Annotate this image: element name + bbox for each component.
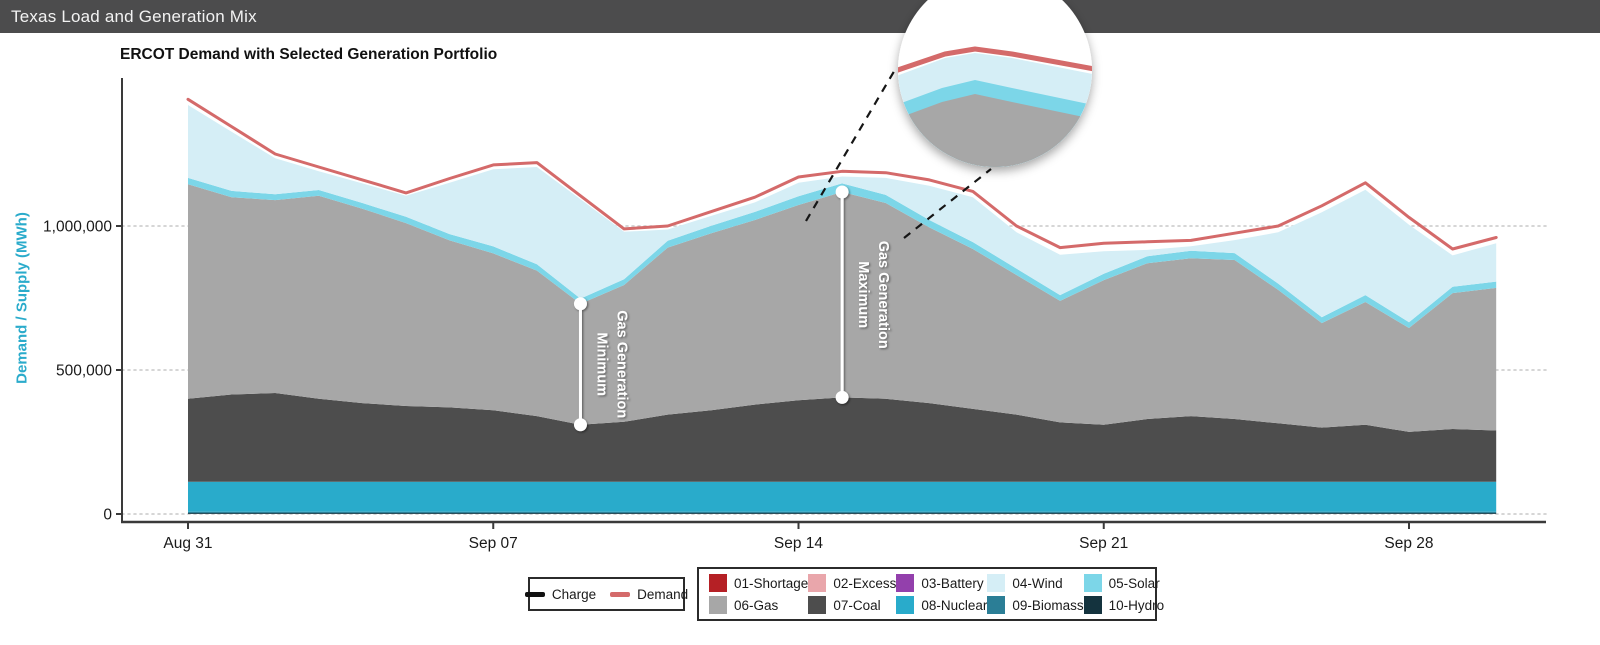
y-tick-label: 0	[103, 507, 112, 524]
legend-line-swatch	[524, 591, 545, 597]
legend-generation-grid: 01-Shortage 02-Excess 03-Battery 04-Wind 05-…	[699, 570, 1164, 618]
magnifier-connector-line	[903, 168, 992, 239]
x-tick-label: Sep 14	[774, 535, 824, 552]
legend-color-swatch	[1083, 596, 1102, 614]
legend-generation-types: 01-Shortage 02-Excess 03-Battery 04-Wind 05-…	[697, 567, 1164, 621]
legend-label: 02-Excess	[833, 575, 897, 591]
chart-title: ERCOT Demand with Selected Generation Po…	[120, 46, 498, 63]
legend-label: 03-Battery	[921, 575, 984, 591]
legend-item-07-coal: 07-Coal	[808, 596, 896, 614]
legend-label: 06-Gas	[734, 597, 779, 613]
area-coal	[188, 393, 1497, 482]
legend-item-01-shortage: 01-Shortage	[709, 574, 808, 592]
legend-line-swatch	[610, 591, 631, 597]
line-demand	[186, 97, 1498, 251]
x-tick-label: Aug 31	[163, 535, 212, 552]
x-tick-label: Sep 07	[469, 535, 518, 552]
y-tick-label: 1,000,000	[43, 219, 112, 236]
legend-color-swatch	[987, 596, 1006, 614]
legend-color-swatch	[709, 596, 727, 614]
legend-item-06-gas: 06-Gas	[709, 596, 808, 614]
inset-demand-line	[898, 46, 1092, 77]
legend-item-05-solar: 05-Solar	[1083, 574, 1165, 592]
legend-item-02-excess: 02-Excess	[808, 574, 896, 592]
legend-color-swatch	[808, 596, 827, 614]
legend-label: 08-Nuclear	[921, 597, 988, 613]
y-tick-label: 500,000	[56, 363, 112, 380]
legend-label: 09-Biomass	[1012, 597, 1084, 613]
annotation-maximum: Gas GenerationMaximum	[835, 185, 891, 404]
legend-item-04-wind: 04-Wind	[987, 574, 1083, 592]
area-wind	[188, 105, 1497, 323]
legend-item-08-nuclear: 08-Nuclear	[896, 596, 987, 614]
legend-item-charge: Charge	[524, 586, 597, 602]
legend-label: 10-Hydro	[1108, 597, 1165, 613]
legend-color-swatch	[808, 574, 827, 592]
legend-label: Charge	[551, 586, 597, 602]
legend-label: Demand	[637, 586, 689, 602]
legend-charge-demand: Charge Demand	[524, 577, 688, 611]
window-title: Texas Load and Generation Mix	[11, 6, 257, 26]
legend-label: 05-Solar	[1108, 575, 1160, 591]
legend-color-swatch	[709, 574, 727, 592]
legend-label: 01-Shortage	[734, 575, 809, 591]
area-biomass	[188, 511, 1497, 514]
legend-color-swatch	[987, 574, 1006, 592]
legend-color-swatch	[896, 596, 915, 614]
legend-item-03-battery: 03-Battery	[896, 574, 987, 592]
y-axis-label: Demand / Supply (MWh)	[13, 212, 31, 384]
legend-label: 04-Wind	[1012, 575, 1063, 591]
legend-item-09-biomass: 09-Biomass	[987, 596, 1084, 614]
annotation-minimum: Gas GenerationMinimum	[573, 297, 629, 432]
x-tick-label: Sep 28	[1384, 535, 1433, 552]
legend-color-swatch	[896, 574, 915, 592]
magnifier-inset	[898, 0, 1092, 167]
legend-label: 07-Coal	[833, 597, 881, 613]
area-hydro	[188, 513, 1497, 514]
area-nuclear	[188, 481, 1497, 512]
x-tick-label: Sep 21	[1079, 535, 1128, 552]
legend-item-10-hydro: 10-Hydro	[1083, 596, 1165, 614]
annotation-label: Gas GenerationMaximum	[855, 241, 891, 349]
area-solar	[188, 177, 1497, 328]
legend-color-swatch	[1083, 574, 1102, 592]
annotation-label: Gas GenerationMinimum	[593, 310, 629, 418]
header-bar: Texas Load and Generation Mix	[0, 0, 1600, 33]
legend-item-demand: Demand	[610, 587, 688, 602]
